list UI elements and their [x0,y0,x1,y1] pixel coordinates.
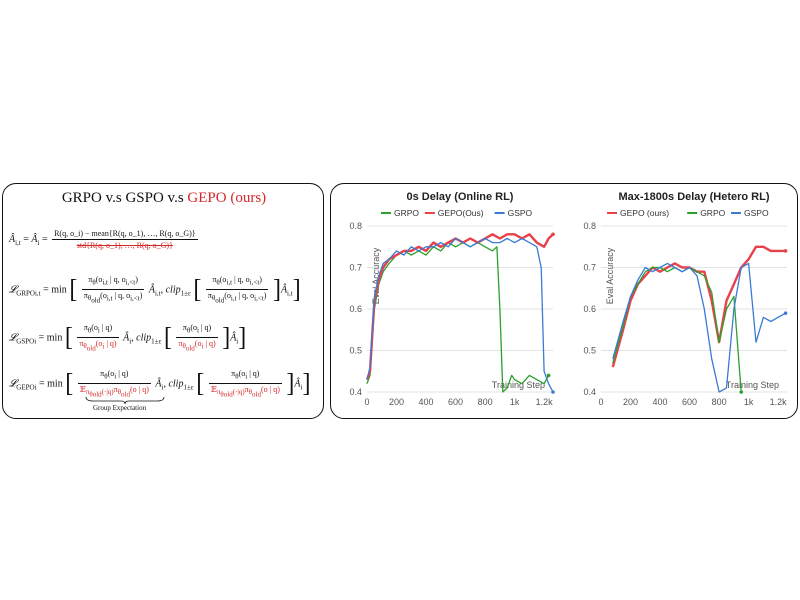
group-expectation-label: Group Expectation [93,404,147,412]
series-end-point [551,232,555,237]
y-tick-label: 0.4 [583,387,596,397]
legend-label: GRPO [394,208,419,218]
series-line [365,233,554,381]
x-axis-label: Training Step [492,380,545,390]
eq1-numerator: R(q, o_i) − mean{R(q, o_1), …, R(q, o_G)… [52,229,198,240]
series-end-point [783,311,788,315]
x-tick-label: 200 [623,397,638,407]
series-line [366,237,554,393]
gepo-equation: 𝓛GEPOi = min [ πθ(oi | q) 𝔼πθold(·|q)πθo… [9,369,311,399]
title-ours: GEPO (ours) [187,190,267,206]
grpo-label: GRPO [16,289,35,298]
y-tick-label: 0.4 [349,387,362,397]
x-axis-label: Training Step [726,380,779,390]
group-expectation-brace [85,396,165,404]
y-axis-label: Eval Accuracy [605,247,615,304]
x-tick-label: 800 [478,397,493,407]
x-tick-label: 400 [419,397,434,407]
y-axis-label: Eval Accuracy [371,247,381,304]
legend-label: GSPO [744,208,769,218]
x-tick-label: 200 [389,397,404,407]
series-end-point [739,390,744,394]
gepo-label: GEPO [16,383,35,392]
x-tick-label: 1.2k [770,397,788,407]
chart-title: 0s Delay (Online RL) [407,191,514,203]
series-line [611,245,786,368]
gspo-clip: clip [136,332,152,344]
series-line [612,262,786,393]
legend-label: GEPO (ours) [620,208,669,218]
eq1-lhs: Â [9,233,16,245]
y-tick-label: 0.7 [349,263,362,273]
equations-panel: GRPO v.s GSPO v.s GEPO (ours) Âi,t = Âi … [2,183,324,419]
gepo-clip: clip [168,378,184,390]
chart-hetero-rl: Max-1800s Delay (Hetero RL) 0.4 0.5 0.6 0.7 0… [583,191,788,407]
advantage-equation: Âi,t = Âi = R(q, o_i) − mean{R(q, o_1), … [9,229,198,250]
gspo-label: GSPO [16,337,35,346]
chart-title: Max-1800s Delay (Hetero RL) [618,191,769,203]
gspo-equation: 𝓛GSPOi = min [ πθ(oi | q) πθold(oi | q) … [9,323,247,353]
chart-online-rl: 0s Delay (Online RL) 0.4 0.5 0.6 0.7 0.8 0 200 4… [349,191,555,407]
title-prefix: GRPO v.s GSPO v.s [61,190,188,206]
series-line [366,241,550,393]
grpo-equation: 𝓛GRPOi,t = min [ πθ(oi,t | q, oi,<t) πθo… [9,275,301,305]
series-end-point [546,373,551,378]
legend-label: GSPO [508,208,533,218]
y-tick-label: 0.8 [583,221,596,231]
y-tick-label: 0.6 [583,304,596,314]
x-tick-label: 1k [744,397,754,407]
series-line [612,266,742,393]
y-tick-label: 0.6 [349,304,362,314]
equations-title: GRPO v.s GSPO v.s GEPO (ours) [3,190,325,207]
y-tick-label: 0.5 [583,346,596,356]
legend-label: GEPO(Ous) [438,208,484,218]
series-end-point [551,390,555,394]
series-end-point [783,249,788,253]
x-tick-label: 800 [712,397,727,407]
x-tick-label: 600 [682,397,697,407]
x-tick-label: 400 [653,397,668,407]
x-tick-label: 1k [510,397,520,407]
x-tick-label: 1.2k [536,397,554,407]
x-tick-label: 600 [448,397,463,407]
y-tick-label: 0.7 [583,263,596,273]
x-tick-label: 0 [598,397,603,407]
y-tick-label: 0.8 [349,221,362,231]
grpo-clip: clip [165,284,181,296]
eq1-denominator: std{R(q, o_1), …, R(q, o_G)} [76,241,173,250]
charts-panel: 0s Delay (Online RL) 0.4 0.5 0.6 0.7 0.8 0 200 4… [330,183,798,419]
x-tick-label: 0 [364,397,369,407]
y-tick-label: 0.5 [349,346,362,356]
legend-label: GRPO [700,208,725,218]
